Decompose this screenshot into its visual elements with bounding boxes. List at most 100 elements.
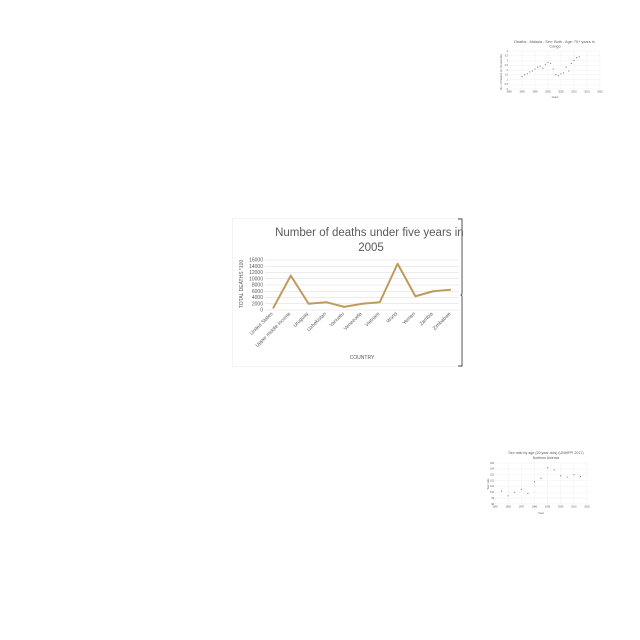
data-point	[557, 75, 559, 77]
data-point	[533, 481, 536, 483]
chart-title-line1: Number of deaths under five years in	[275, 227, 463, 239]
y-tick-label: 8000	[252, 283, 263, 289]
data-point	[578, 56, 580, 58]
data-point	[520, 488, 522, 490]
malaria-chart-xlabel: Years	[551, 95, 559, 99]
y-tick-label: 2000	[252, 301, 263, 307]
data-point	[570, 62, 572, 64]
data-point	[552, 68, 554, 70]
y-tick-label: 2.5	[505, 64, 509, 67]
sex-ratio-chart-subtitle: Northern America	[533, 456, 559, 460]
data-point	[537, 66, 539, 68]
data-point	[500, 490, 503, 492]
data-point	[566, 476, 568, 478]
data-point	[550, 62, 552, 64]
data-point	[529, 71, 531, 73]
data-point	[563, 72, 565, 74]
x-tick-label: 1990	[545, 506, 551, 509]
sex-ratio-chart-xlabel: Year	[538, 511, 544, 515]
y-tick-label: 101	[490, 485, 495, 488]
data-point	[514, 491, 516, 493]
y-tick-label: 12000	[249, 270, 263, 276]
data-point	[534, 68, 536, 70]
y-tick-label: 0	[260, 308, 263, 314]
y-tick-label: 98	[491, 503, 494, 506]
data-point	[565, 66, 567, 68]
data-point	[527, 492, 529, 495]
data-point	[547, 61, 549, 63]
data-point	[540, 477, 542, 479]
x-tick-label: 1980	[532, 506, 538, 509]
y-tick-label: 1	[507, 78, 509, 81]
y-tick-label: 102	[490, 479, 495, 482]
deaths-under-five-chart: Number of deaths under five years in 200…	[232, 218, 464, 367]
y-tick-label: 6000	[252, 289, 263, 295]
sex-ratio-chart-title: Sex ratio by age (20 year olds) (UNWPP, …	[508, 451, 583, 455]
malaria-chart-title: Deaths - Malaria - Sex: Both - Age: 70+ …	[514, 40, 596, 49]
y-tick-label: 1.5	[505, 74, 509, 77]
series-line	[272, 262, 452, 309]
y-tick-label: 16000	[249, 258, 263, 264]
data-point	[531, 70, 533, 72]
x-axis-label: COUNTRY	[350, 355, 375, 361]
frame-bracket	[458, 218, 463, 367]
x-tick-label: 1985	[506, 91, 512, 94]
malaria-title-line1: Deaths - Malaria - Sex: Both - Age: 70+ …	[514, 40, 595, 44]
y-axis-label: TOTAL DEATHS *100	[239, 260, 245, 309]
malaria-title-line2: Congo	[549, 45, 560, 49]
sex-ratio-chart-ylabel: Sex ratio	[486, 478, 490, 489]
y-tick-label: 3.5	[505, 55, 509, 58]
y-tick-label: 103	[490, 474, 495, 477]
data-point	[573, 59, 575, 62]
data-point	[560, 73, 562, 75]
data-point	[555, 74, 557, 76]
data-point	[524, 74, 526, 76]
y-tick-label: 14000	[249, 264, 263, 270]
x-tick-label: 2020	[584, 506, 590, 509]
chart-title: Number of deaths under five years in 200…	[275, 227, 463, 254]
x-tick-label: 2015	[584, 91, 590, 94]
x-tick-label: 2010	[571, 506, 577, 509]
data-point	[576, 57, 578, 59]
y-tick-label: 105	[490, 462, 495, 465]
sex-ratio-chart: Sex ratio by age (20 year olds) (UNWPP, …	[486, 446, 590, 516]
y-tick-label: 0	[507, 88, 509, 91]
data-point	[560, 475, 562, 477]
data-point	[579, 475, 582, 478]
y-tick-label: 10000	[249, 276, 263, 282]
malaria-chart-ylabel: No. of Deaths (in thousands)	[499, 54, 503, 90]
data-point	[573, 474, 575, 476]
y-tick-label: 4000	[252, 295, 263, 301]
x-tick-label: 1970	[519, 506, 525, 509]
x-tick-label: 2000	[545, 91, 551, 94]
data-point	[542, 67, 544, 69]
data-point	[546, 467, 549, 469]
y-tick-label: 4	[507, 50, 509, 53]
x-tick-label: 1960	[505, 506, 511, 509]
x-tick-label: 2020	[597, 91, 603, 94]
x-tick-label: 1990	[519, 91, 525, 94]
malaria-chart-svg: Deaths - Malaria - Sex: Both - Age: 70+ …	[499, 40, 603, 99]
y-tick-label: 99	[491, 497, 494, 500]
y-tick-label: 104	[490, 468, 495, 471]
y-tick-label: 3	[507, 59, 509, 62]
y-tick-label: 2	[507, 69, 509, 72]
data-point	[544, 63, 546, 65]
chart-frame	[232, 218, 463, 367]
data-point	[553, 469, 555, 471]
x-tick-label: 1995	[532, 91, 538, 94]
main-chart-svg: Number of deaths under five years in 200…	[232, 218, 464, 367]
x-tick-label: 2000	[558, 506, 564, 509]
x-tick-label: 2010	[571, 91, 577, 94]
malaria-deaths-chart: Deaths - Malaria - Sex: Both - Age: 70+ …	[496, 36, 604, 100]
data-point	[521, 76, 523, 78]
data-point	[526, 73, 528, 75]
y-tick-label: 100	[490, 491, 495, 494]
x-tick-label: 2005	[558, 91, 564, 94]
data-point	[539, 65, 541, 67]
data-point	[568, 70, 570, 72]
chart-title-line2: 2005	[358, 242, 384, 254]
sex-ratio-chart-svg: Sex ratio by age (20 year olds) (UNWPP, …	[486, 451, 590, 515]
y-tick-label: 0.5	[505, 83, 509, 86]
data-point	[507, 495, 509, 497]
